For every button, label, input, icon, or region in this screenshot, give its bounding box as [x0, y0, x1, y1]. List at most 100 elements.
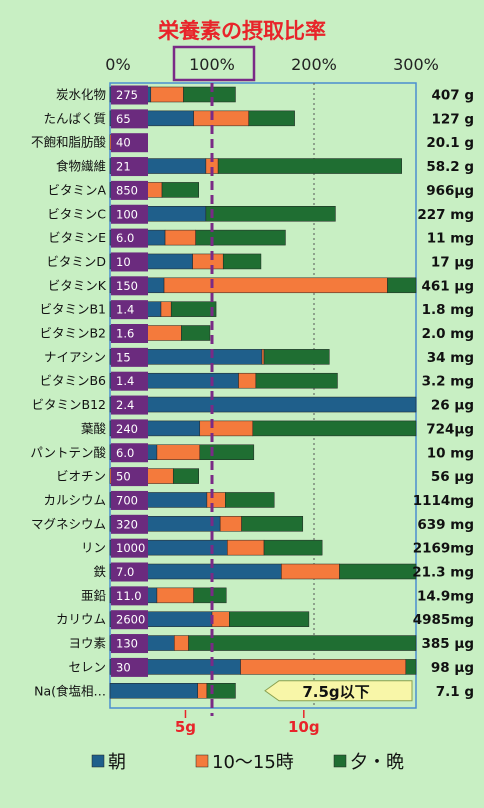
row-label: ビタミンK — [48, 278, 107, 293]
legend: 朝 10〜15時 夕・晩 — [91, 752, 404, 773]
x-tick-label: 300% — [393, 55, 439, 74]
bar-segment-3 — [252, 420, 417, 437]
target-box — [111, 157, 148, 177]
target-value: 30 — [116, 660, 131, 674]
bar-segment-2 — [227, 539, 265, 556]
bar-segment-2 — [206, 492, 226, 508]
target-value: 6.0 — [116, 446, 134, 460]
target-value: 50 — [116, 470, 131, 484]
bar-segment-2 — [261, 349, 265, 365]
target-box — [111, 324, 148, 343]
target-value: 11.0 — [116, 589, 142, 603]
x-axis-ticks: 0% 100% 200% 300% — [105, 45, 439, 82]
target-box — [111, 371, 148, 391]
amount-label: 26 μg — [431, 398, 474, 414]
legend-swatch — [91, 754, 105, 768]
target-value: 240 — [116, 422, 138, 436]
amount-label: 227 mg — [417, 207, 474, 223]
bar-segment-2 — [281, 563, 340, 580]
legend-label: 10〜15時 — [212, 752, 294, 773]
target-box — [111, 300, 148, 320]
row-label: 鉄 — [93, 564, 106, 579]
bottom-tick-label: 5g — [175, 718, 196, 736]
chart-row: ビタミンB6 1.4 3.2 mg — [39, 371, 474, 391]
chart-row: ビタミンK 150 461 μg — [48, 276, 474, 296]
chart-row: ビオチン 50 56 μg — [56, 467, 474, 487]
chart-row: リン 1000 2169mg — [81, 538, 474, 558]
amount-label: 407 g — [431, 88, 474, 104]
bar-segment-3 — [229, 611, 310, 627]
chart-title: 栄養素の摂取比率 — [157, 19, 326, 43]
amount-label: 1.8 mg — [422, 302, 474, 318]
chart-row: 葉酸 240 724μg — [81, 419, 474, 439]
target-box — [111, 610, 148, 630]
amount-label: 2.0 mg — [422, 326, 474, 342]
bottom-tick-label: 10g — [288, 718, 320, 736]
target-value: 21 — [116, 160, 131, 174]
chart-row: マグネシウム 320 639 mg — [31, 514, 474, 534]
target-value: 130 — [116, 637, 138, 651]
bottom-axis: 5g 10g — [175, 710, 320, 736]
x-tick-label: 0% — [105, 55, 130, 74]
target-box — [111, 586, 148, 606]
chart-row: ビタミンA 850 966μg — [47, 180, 474, 200]
amount-label: 17 μg — [431, 254, 474, 270]
target-value: 1.4 — [116, 303, 134, 317]
target-box — [111, 538, 148, 558]
chart-row: 炭水化物 275 407 g — [56, 85, 474, 105]
target-box — [111, 252, 148, 272]
target-value: 7.0 — [116, 565, 134, 579]
bar-segment-3 — [161, 182, 199, 198]
bar-segment-3 — [387, 277, 417, 294]
target-box — [111, 347, 148, 367]
target-box — [111, 133, 148, 153]
target-box — [111, 395, 148, 415]
bar-segment-2 — [150, 86, 184, 103]
amount-label: 1114mg — [413, 493, 474, 509]
bar-segment-3 — [248, 110, 295, 127]
target-value: 2.4 — [116, 398, 134, 412]
chart-row: ビタミンE 6.0 11 mg — [48, 228, 474, 248]
target-box — [111, 562, 148, 582]
bar-segment-1 — [109, 683, 198, 699]
bar-segment-2 — [156, 444, 201, 460]
chart-row: 鉄 7.0 21.3 mg — [93, 562, 474, 582]
row-label: ビタミンE — [48, 230, 106, 245]
bar-segment-1 — [109, 396, 417, 413]
bar-segment-3 — [263, 349, 330, 365]
target-value: 275 — [116, 88, 138, 102]
row-label: 食物繊維 — [56, 159, 106, 174]
bar-segment-2 — [174, 635, 189, 651]
bar-segment-3 — [339, 563, 417, 580]
bar-segment-2 — [197, 683, 208, 699]
bar-segment-2 — [240, 659, 407, 675]
amount-label: 21.3 mg — [412, 565, 474, 581]
target-value: 320 — [116, 517, 138, 531]
gridlines — [109, 82, 417, 709]
amount-label: 966μg — [426, 183, 474, 199]
bar-segment-3 — [217, 158, 402, 174]
amount-label: 127 g — [431, 111, 474, 127]
target-box — [111, 85, 148, 105]
bar-segment-3 — [172, 468, 199, 484]
target-value: 10 — [116, 255, 131, 269]
row-label: マグネシウム — [31, 516, 106, 531]
amount-label: 2169mg — [413, 541, 474, 557]
target-box — [111, 634, 148, 654]
bar-segment-2 — [164, 229, 196, 246]
amount-label: 58.2 g — [426, 159, 474, 175]
target-box — [111, 657, 148, 677]
chart-row: ビタミンB12 2.4 26 μg — [32, 395, 474, 415]
bar-segment-3 — [225, 492, 275, 508]
bar-segment-3 — [183, 86, 236, 103]
bar-rows: 炭水化物 275 407 g たんぱく質 65 127 g 不飽和脂肪酸 40 20.1 g 食物… — [30, 85, 474, 700]
target-box — [111, 204, 148, 224]
bar-segment-2 — [193, 110, 249, 127]
row-label: たんぱく質 — [43, 111, 106, 126]
row-label: ナイアシン — [44, 349, 106, 364]
target-box — [111, 443, 148, 463]
target-value: 2600 — [116, 613, 145, 627]
chart-row: 食物繊維 21 58.2 g — [56, 157, 474, 177]
bar-segment-3 — [199, 444, 255, 460]
